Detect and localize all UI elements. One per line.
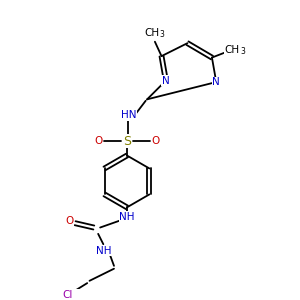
Text: 3: 3 bbox=[240, 47, 245, 56]
Text: N: N bbox=[162, 76, 170, 85]
Text: CH: CH bbox=[145, 28, 160, 38]
Text: S: S bbox=[123, 135, 131, 148]
Text: NH: NH bbox=[119, 212, 135, 222]
Text: O: O bbox=[94, 136, 102, 146]
Text: Cl: Cl bbox=[63, 290, 73, 300]
Text: O: O bbox=[152, 136, 160, 146]
Text: NH: NH bbox=[96, 246, 111, 256]
Text: 3: 3 bbox=[159, 30, 164, 39]
Text: O: O bbox=[65, 216, 74, 226]
Text: N: N bbox=[212, 77, 220, 87]
Text: HN: HN bbox=[121, 110, 136, 120]
Text: CH: CH bbox=[224, 45, 240, 55]
